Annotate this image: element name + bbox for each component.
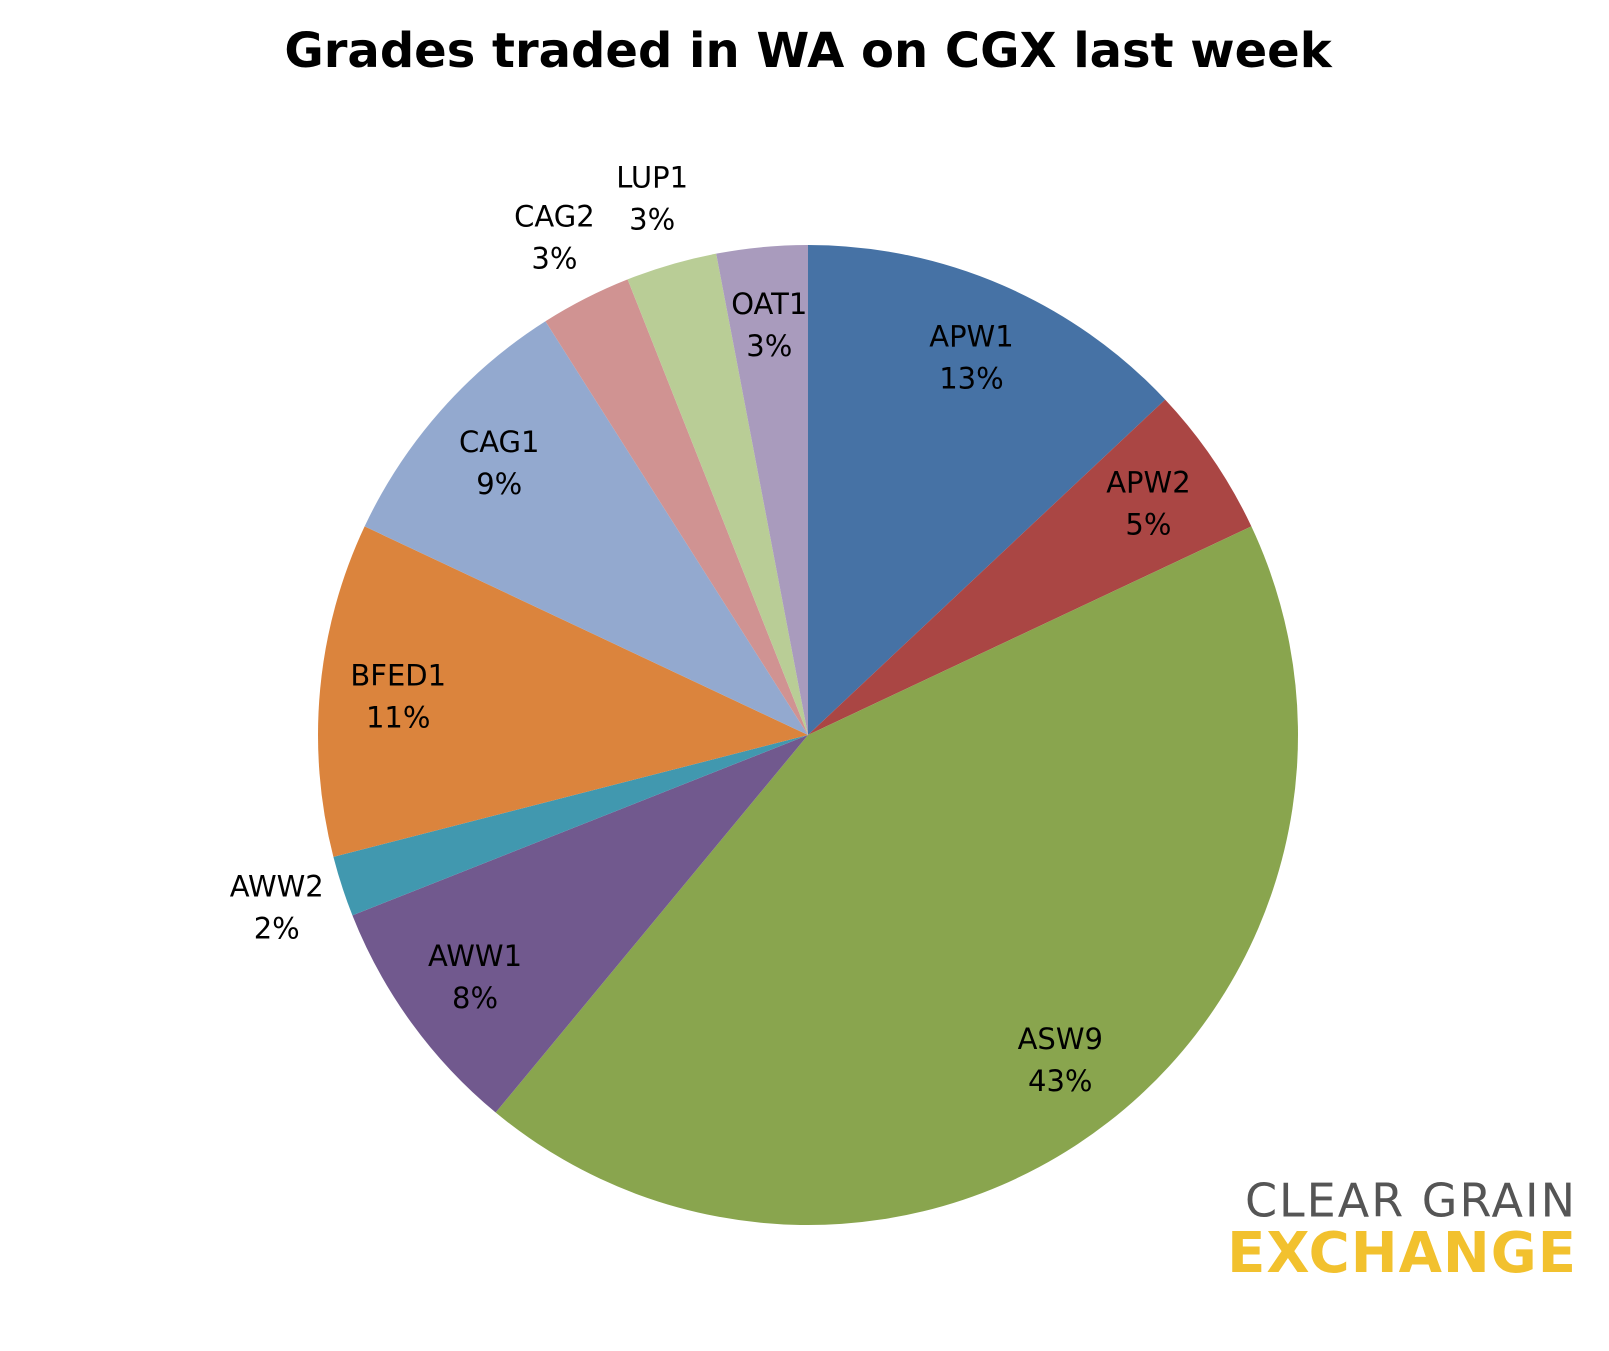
slice-label: APW2 bbox=[1106, 466, 1190, 500]
pie-slice bbox=[364, 321, 808, 735]
slice-value-label: 13% bbox=[939, 361, 1003, 395]
slice-label: AWW2 bbox=[230, 870, 324, 904]
slice-value-label: 11% bbox=[366, 700, 430, 734]
slice-label: APW1 bbox=[929, 319, 1013, 353]
pie-slice bbox=[545, 279, 808, 735]
slice-value-label: 3% bbox=[746, 329, 792, 363]
slice-value-label: 2% bbox=[254, 912, 300, 946]
pie-slice bbox=[627, 253, 808, 735]
slice-label: BFED1 bbox=[350, 658, 446, 692]
slice-label: AWW1 bbox=[428, 939, 522, 973]
slice-value-label: 8% bbox=[452, 981, 498, 1015]
pie-slice bbox=[808, 245, 1166, 735]
slice-label: CAG2 bbox=[514, 199, 595, 233]
slice-label: ASW9 bbox=[1018, 1022, 1103, 1056]
slice-value-label: 3% bbox=[531, 241, 577, 275]
logo-line2: EXCHANGE bbox=[1227, 1221, 1577, 1286]
slice-value-label: 43% bbox=[1028, 1064, 1092, 1098]
pie-slice bbox=[808, 399, 1252, 735]
pie-slice bbox=[352, 735, 808, 1113]
slice-label: CAG1 bbox=[459, 425, 540, 459]
pie-slice bbox=[317, 526, 808, 857]
chart-title: Grades traded in WA on CGX last week bbox=[284, 23, 1332, 79]
slice-label: OAT1 bbox=[731, 287, 807, 321]
pie-slice bbox=[333, 735, 808, 916]
pie-slice bbox=[716, 245, 808, 735]
pie-slice bbox=[495, 526, 1298, 1225]
slice-value-label: 9% bbox=[476, 467, 522, 501]
slice-value-label: 3% bbox=[629, 203, 675, 237]
slice-label: LUP1 bbox=[616, 161, 688, 195]
logo-line1: CLEAR GRAIN bbox=[1245, 1174, 1577, 1228]
slice-value-label: 5% bbox=[1125, 508, 1171, 542]
